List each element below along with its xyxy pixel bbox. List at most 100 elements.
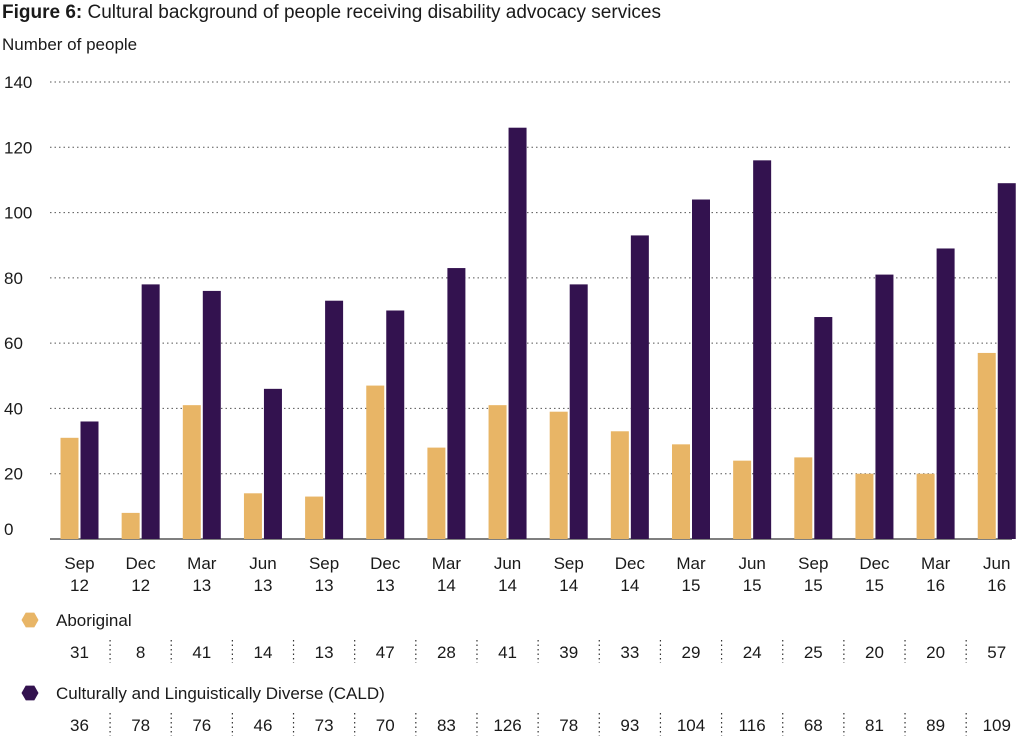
value-cald: 81 xyxy=(865,716,884,735)
bar-aboriginal xyxy=(549,411,568,539)
x-tick-label: 15 xyxy=(682,576,701,595)
y-tick-label: 20 xyxy=(4,465,23,484)
bar-cald xyxy=(447,268,466,539)
legend-label-cald: Culturally and Linguistically Diverse (C… xyxy=(56,684,385,703)
bar-aboriginal xyxy=(488,405,507,539)
bar-aboriginal xyxy=(733,460,752,539)
x-tick-label: Mar xyxy=(432,554,462,573)
bar-cald xyxy=(80,421,99,539)
bar-aboriginal xyxy=(60,437,79,539)
value-cald: 78 xyxy=(559,716,578,735)
value-aboriginal: 14 xyxy=(253,643,272,662)
bar-aboriginal xyxy=(305,496,324,539)
x-tick-label: Jun xyxy=(249,554,276,573)
bar-cald xyxy=(141,284,160,539)
legend-marker-cald xyxy=(21,685,39,701)
x-tick-label: 15 xyxy=(804,576,823,595)
legend-label-aboriginal: Aboriginal xyxy=(56,611,132,630)
x-tick-label: 13 xyxy=(315,576,334,595)
y-tick-label: 100 xyxy=(4,204,32,223)
bar-aboriginal xyxy=(977,352,996,539)
value-aboriginal: 28 xyxy=(437,643,456,662)
bar-aboriginal xyxy=(427,447,446,539)
y-tick-label: 0 xyxy=(4,520,13,539)
figure-title: Cultural background of people receiving … xyxy=(87,2,661,23)
bar-cald xyxy=(202,290,221,539)
x-tick-label: Mar xyxy=(921,554,951,573)
chart-title: Figure 6: Cultural background of people … xyxy=(2,2,661,24)
y-axis-label: Number of people xyxy=(2,35,138,54)
x-tick-label: 15 xyxy=(865,576,884,595)
x-tick-label: 14 xyxy=(437,576,456,595)
value-cald: 116 xyxy=(739,716,766,735)
value-cald: 78 xyxy=(131,716,150,735)
bar-cald xyxy=(692,199,710,539)
x-tick-label: 12 xyxy=(131,576,150,595)
value-cald: 109 xyxy=(983,716,1011,735)
value-cald: 70 xyxy=(376,716,395,735)
x-tick-label: 14 xyxy=(559,576,578,595)
x-tick-label: Sep xyxy=(554,554,584,573)
bar-aboriginal xyxy=(182,405,201,539)
x-tick-label: Sep xyxy=(309,554,339,573)
bar-cald xyxy=(814,317,833,539)
value-cald: 73 xyxy=(315,716,334,735)
value-aboriginal: 24 xyxy=(743,643,762,662)
value-aboriginal: 57 xyxy=(987,643,1006,662)
y-tick-label: 80 xyxy=(4,269,23,288)
value-aboriginal: 47 xyxy=(376,643,395,662)
x-tick-label: 14 xyxy=(498,576,517,595)
value-aboriginal: 33 xyxy=(620,643,639,662)
value-aboriginal: 25 xyxy=(804,643,823,662)
x-tick-label: 14 xyxy=(620,576,639,595)
x-tick-label: Dec xyxy=(370,554,401,573)
value-cald: 93 xyxy=(620,716,639,735)
bar-cald xyxy=(753,160,772,540)
x-tick-label: Mar xyxy=(187,554,217,573)
bar-aboriginal xyxy=(672,444,690,539)
x-tick-label: 13 xyxy=(192,576,211,595)
value-cald: 89 xyxy=(926,716,945,735)
y-tick-label: 40 xyxy=(4,399,23,418)
figure-label: Figure 6: xyxy=(2,2,83,23)
bar-aboriginal xyxy=(243,493,262,539)
x-tick-label: 13 xyxy=(253,576,272,595)
value-aboriginal: 20 xyxy=(865,643,884,662)
value-cald: 76 xyxy=(192,716,211,735)
value-aboriginal: 13 xyxy=(315,643,334,662)
value-cald: 36 xyxy=(70,716,89,735)
x-tick-label: 15 xyxy=(743,576,762,595)
bar-cald xyxy=(997,183,1016,539)
value-aboriginal: 41 xyxy=(498,643,517,662)
y-tick-label: 60 xyxy=(4,334,23,353)
bar-aboriginal xyxy=(121,512,140,539)
value-aboriginal: 20 xyxy=(926,643,945,662)
x-tick-label: Dec xyxy=(615,554,646,573)
y-tick-label: 120 xyxy=(4,138,32,157)
bar-aboriginal xyxy=(794,457,813,539)
x-tick-label: 12 xyxy=(70,576,89,595)
value-aboriginal: 31 xyxy=(70,643,89,662)
bar-cald xyxy=(936,248,955,539)
bar-cald xyxy=(875,274,894,539)
value-cald: 126 xyxy=(493,716,521,735)
x-tick-label: Sep xyxy=(798,554,828,573)
bar-aboriginal xyxy=(916,473,935,539)
value-cald: 83 xyxy=(437,716,456,735)
x-tick-label: Jun xyxy=(738,554,765,573)
bar-cald xyxy=(263,388,282,539)
bar-cald xyxy=(630,235,649,539)
value-cald: 46 xyxy=(253,716,272,735)
x-tick-label: Dec xyxy=(859,554,890,573)
bar-aboriginal xyxy=(855,473,874,539)
x-tick-label: Jun xyxy=(983,554,1010,573)
value-aboriginal: 8 xyxy=(136,643,145,662)
x-tick-label: 16 xyxy=(987,576,1006,595)
value-aboriginal: 41 xyxy=(192,643,211,662)
x-tick-label: Jun xyxy=(494,554,521,573)
x-tick-label: 13 xyxy=(376,576,395,595)
y-tick-label: 140 xyxy=(4,73,32,92)
bar-cald xyxy=(569,284,588,539)
x-tick-label: Sep xyxy=(64,554,94,573)
